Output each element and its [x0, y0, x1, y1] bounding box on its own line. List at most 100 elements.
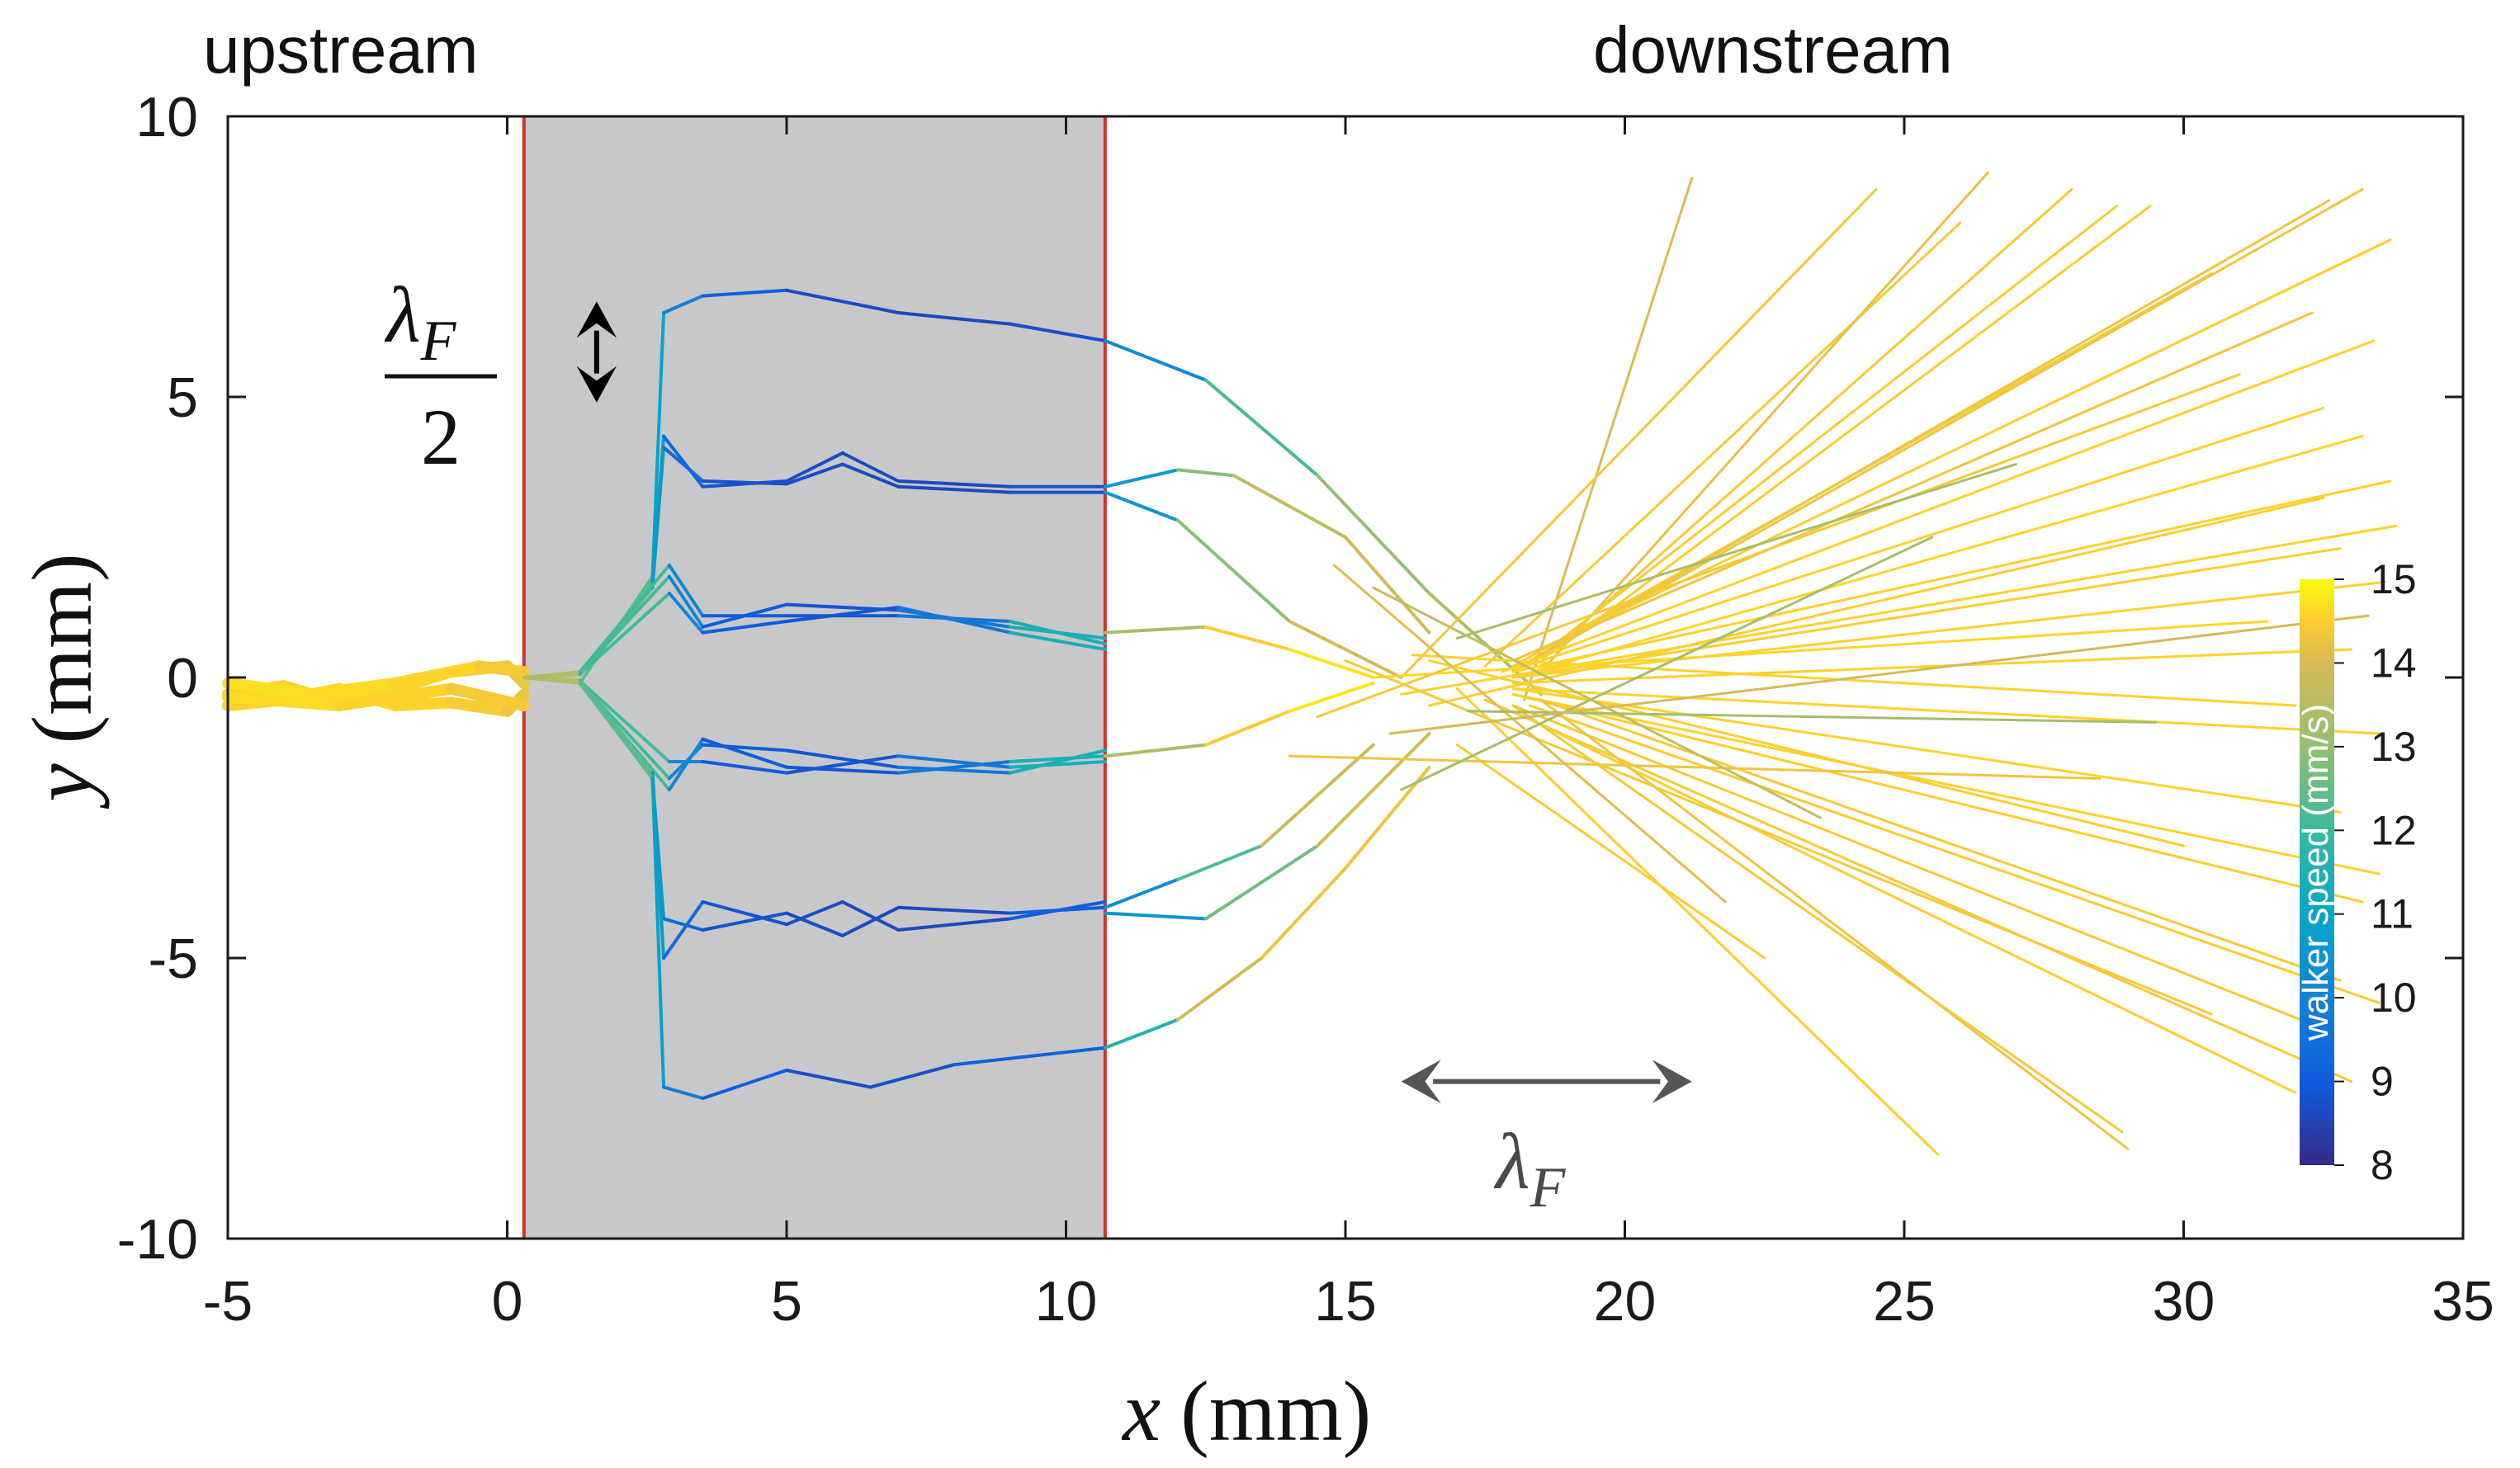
trajectory-segment	[1103, 339, 1208, 382]
trajectory-segment	[896, 917, 1012, 932]
trajectory-fan-29	[1539, 205, 2118, 657]
trajectory-segment	[785, 754, 901, 775]
trajectory-segment	[1511, 580, 2386, 679]
trajectory-segment	[896, 479, 1012, 489]
trajectory-segment	[1103, 1017, 1180, 1050]
trajectory-segment	[662, 900, 705, 960]
trajectory-exit-17	[1103, 468, 1431, 635]
trajectory-fan-24	[1523, 177, 1694, 701]
trajectory-exit-20	[1103, 681, 1375, 758]
tick-marks	[226, 115, 2465, 1240]
trajectory-segment	[1411, 654, 2297, 707]
trajectory-segment	[1103, 468, 1180, 489]
trajectory-segment	[1428, 496, 2325, 707]
trajectory-segment	[1539, 187, 2073, 663]
trajectory-inlet-3	[222, 682, 530, 711]
trajectory-segment	[445, 682, 530, 711]
lambda-subscript: F	[1529, 1156, 1567, 1220]
y-tick-label: 0	[167, 647, 198, 710]
x-tick-labels: -5 0 5 10 15 20 25 30 35	[203, 1270, 2494, 1333]
y-tick-label: 5	[167, 366, 198, 429]
trajectory-segment	[1344, 659, 2213, 1016]
trajectory-segment	[1332, 564, 1727, 904]
x-axis-label: x (mm)	[1121, 1364, 1371, 1459]
trajectory-segment	[896, 311, 1012, 326]
y-axis-var: y	[15, 763, 110, 810]
trajectory-fan-37	[1523, 407, 2325, 668]
trajectory-segment	[1008, 625, 1107, 640]
trajectory-fan-63	[1344, 659, 2213, 1016]
trajectory-segment	[1103, 911, 1208, 921]
trajectory-fan-48	[1528, 704, 2381, 1004]
trajectory-segment	[1232, 474, 1347, 539]
trajectory-segment	[1511, 687, 2381, 735]
lambda-half-numerator: λF	[384, 271, 457, 373]
trajectory-fan-43	[1511, 687, 2381, 735]
y-axis-unit: (mm)	[15, 553, 110, 743]
trajectory-segment	[1372, 586, 1822, 819]
trajectory-segment	[701, 620, 788, 635]
trajectory-segment	[1008, 630, 1107, 651]
trajectory-segment	[1288, 648, 1375, 679]
trajectory-segment	[701, 602, 788, 629]
trajectory-segment	[896, 905, 1012, 915]
trajectory-fan-41	[1511, 580, 2386, 679]
trajectory-segment	[522, 676, 582, 685]
colorbar-tick-labels: 15 14 13 12 11 10 9 8	[2371, 556, 2417, 1188]
trajectory-segment	[953, 1046, 1107, 1067]
colorbar-tick-label: 11	[2371, 891, 2414, 937]
trajectory-layer	[222, 171, 2398, 1156]
x-axis-unit: (mm)	[1180, 1364, 1371, 1459]
trajectory-fan-50	[1483, 698, 2353, 1083]
colorbar-tick-label: 10	[2371, 975, 2417, 1021]
trajectory-segment	[1483, 698, 2353, 1083]
trajectory-exit-21	[1103, 743, 1375, 909]
trajectory-fan-68	[1467, 710, 2158, 724]
trajectory-fan-47	[1539, 698, 2342, 982]
lambda-symbol: λ	[1493, 1117, 1530, 1206]
lambda-label: λF	[1493, 1117, 1567, 1220]
trajectory-segment	[1511, 687, 2342, 814]
trajectory-segment	[1175, 844, 1264, 881]
trajectory-segment	[1455, 687, 1940, 1156]
trajectory-segment	[1511, 311, 2314, 663]
trajectory-exit-22	[1103, 732, 1431, 921]
lambda-half-annotation: λF 2	[384, 271, 497, 481]
lambda-half-denominator: 2	[421, 393, 461, 481]
trajectory-segment	[1388, 614, 2370, 735]
trajectory-exit-18	[1103, 490, 1403, 679]
colorbar-tick-label: 8	[2371, 1142, 2394, 1188]
x-tick-label: 0	[492, 1270, 523, 1333]
trajectory-segment	[785, 462, 844, 486]
colorbar-ticks	[2334, 578, 2344, 1166]
trajectory-segment	[1203, 844, 1320, 921]
trajectory-segment	[1288, 754, 2102, 780]
trajectory-segment	[785, 748, 901, 769]
trajectory-segment	[333, 682, 457, 711]
barrier-region	[523, 116, 1105, 1239]
y-tick-label: -10	[117, 1208, 198, 1271]
trajectory-segment	[1483, 221, 1962, 668]
trajectory-segment	[1455, 463, 2017, 640]
trajectory-segment	[868, 1063, 957, 1089]
trajectory-segment	[1103, 877, 1180, 909]
colorbar-tick-label: 12	[2371, 807, 2417, 853]
x-tick-label: 35	[2432, 1270, 2494, 1333]
trajectory-fan-49	[1511, 704, 2331, 1032]
trajectory-segment	[667, 574, 705, 629]
trajectory-segment	[701, 743, 788, 753]
trajectory-fan-64	[1400, 536, 1934, 791]
trajectory-segment	[1539, 698, 2130, 1150]
x-tick-label: 30	[2153, 1270, 2215, 1333]
trajectory-segment	[650, 311, 666, 578]
trajectory-inlet-2	[222, 660, 530, 701]
trajectory-segment	[1501, 339, 2376, 673]
trajectory-segment	[1511, 704, 2124, 1134]
trajectory-fan-46	[1511, 692, 2364, 904]
trajectory-exit-16	[1103, 339, 1543, 696]
trajectory-segment	[896, 484, 1012, 494]
trajectory-fan-59	[1372, 620, 2269, 679]
trajectory-fan-67	[1455, 463, 2017, 640]
vertical-double-arrow	[576, 301, 617, 403]
